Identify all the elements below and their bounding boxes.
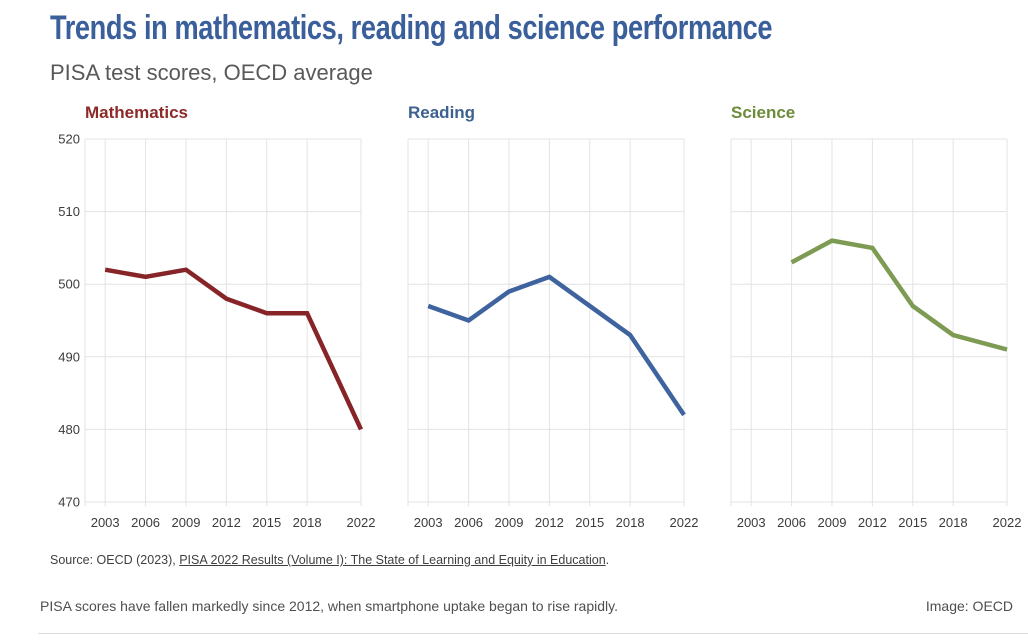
svg-text:2012: 2012	[535, 515, 564, 530]
source-link[interactable]: PISA 2022 Results (Volume I): The State …	[179, 553, 606, 567]
svg-text:2018: 2018	[293, 515, 322, 530]
svg-text:2009: 2009	[495, 515, 524, 530]
svg-text:510: 510	[58, 204, 80, 219]
svg-text:520: 520	[58, 132, 80, 147]
svg-text:2022: 2022	[347, 515, 376, 530]
charts-row: 470 480 490 500 510 520 Mathematics 2003 2006 2…	[50, 103, 1028, 533]
source-note: Source: OECD (2023), PISA 2022 Results (…	[50, 553, 1028, 567]
svg-text:2018: 2018	[616, 515, 645, 530]
svg-text:2018: 2018	[939, 515, 968, 530]
chart-title: Trends in mathematics, reading and scien…	[50, 8, 1028, 48]
svg-text:2003: 2003	[737, 515, 766, 530]
panel-title-mathematics: Mathematics	[85, 103, 188, 122]
source-prefix: Source: OECD (2023),	[50, 553, 180, 567]
svg-text:490: 490	[58, 349, 80, 364]
panel-title-science: Science	[731, 103, 796, 122]
svg-text:470: 470	[58, 495, 80, 510]
svg-text:2022: 2022	[993, 515, 1022, 530]
svg-text:2006: 2006	[454, 515, 483, 530]
chart-subtitle: PISA test scores, OECD average	[50, 60, 373, 85]
image-credit: Image: OECD	[925, 598, 1013, 614]
y-axis-labels: 470 480 490 500 510 520	[58, 132, 80, 510]
svg-text:2009: 2009	[172, 515, 201, 530]
panel-mathematics: Mathematics 2003 2006 2009 2012 2015 2018 2022	[83, 103, 375, 533]
svg-text:500: 500	[58, 277, 80, 292]
mathematics-line-chart: 2003 2006 2009 2012 2015 2018 2022	[84, 138, 375, 530]
svg-text:480: 480	[58, 422, 80, 437]
reading-line-chart: 2003 2006 2009 2012 2015 2018 2022	[407, 138, 698, 530]
panel-reading: Reading 2003 2006 2009 2012 2015 2018 2022	[406, 103, 698, 533]
svg-text:2015: 2015	[898, 515, 927, 530]
caption-row: PISA scores have fallen markedly since 2…	[0, 598, 1028, 614]
bottom-divider	[38, 633, 1028, 634]
chart-title-text: Trends in mathematics, reading and scien…	[50, 9, 773, 47]
svg-text:2015: 2015	[575, 515, 604, 530]
svg-text:2012: 2012	[212, 515, 241, 530]
figure-content: Trends in mathematics, reading and scien…	[50, 8, 1028, 567]
svg-text:2003: 2003	[91, 515, 120, 530]
science-line-chart: 2003 2006 2009 2012 2015 2018 2022	[730, 138, 1021, 530]
svg-text:2006: 2006	[777, 515, 806, 530]
figure-caption: PISA scores have fallen markedly since 2…	[40, 598, 618, 614]
y-axis: 470 480 490 500 510 520	[50, 103, 83, 533]
svg-text:2003: 2003	[414, 515, 443, 530]
svg-text:2006: 2006	[131, 515, 160, 530]
panel-science: Science 2003 2006 2009 2012 2015 2018 2022	[729, 103, 1021, 533]
panel-title-reading: Reading	[408, 103, 476, 122]
svg-text:2022: 2022	[670, 515, 699, 530]
svg-text:2009: 2009	[818, 515, 847, 530]
y-axis-spacer	[50, 103, 83, 133]
svg-text:2012: 2012	[858, 515, 887, 530]
svg-text:2015: 2015	[252, 515, 281, 530]
source-suffix: .	[605, 553, 610, 567]
